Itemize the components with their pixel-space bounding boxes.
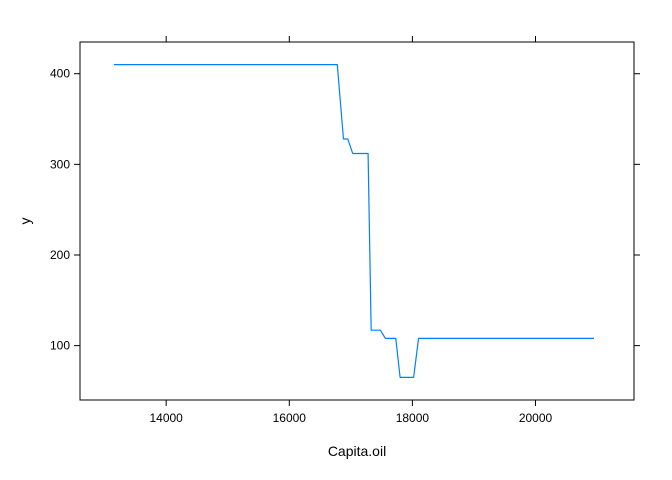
x-tick-label: 20000 bbox=[519, 411, 553, 425]
y-axis-title: y bbox=[17, 218, 33, 225]
y-tick-label: 300 bbox=[50, 157, 70, 171]
x-axis-ticks: 14000 16000 18000 20000 bbox=[149, 36, 553, 425]
series-line bbox=[113, 64, 594, 378]
x-tick-label: 14000 bbox=[149, 411, 183, 425]
y-axis-ticks: 100 200 300 400 bbox=[50, 67, 640, 353]
x-tick-label: 16000 bbox=[273, 411, 307, 425]
y-tick-label: 200 bbox=[50, 248, 70, 262]
x-axis-title: Capita.oil bbox=[328, 443, 386, 459]
x-tick-label: 18000 bbox=[396, 411, 430, 425]
series-layer bbox=[113, 64, 594, 378]
y-tick-label: 400 bbox=[50, 67, 70, 81]
y-tick-label: 100 bbox=[50, 339, 70, 353]
plot-frame bbox=[79, 41, 635, 401]
